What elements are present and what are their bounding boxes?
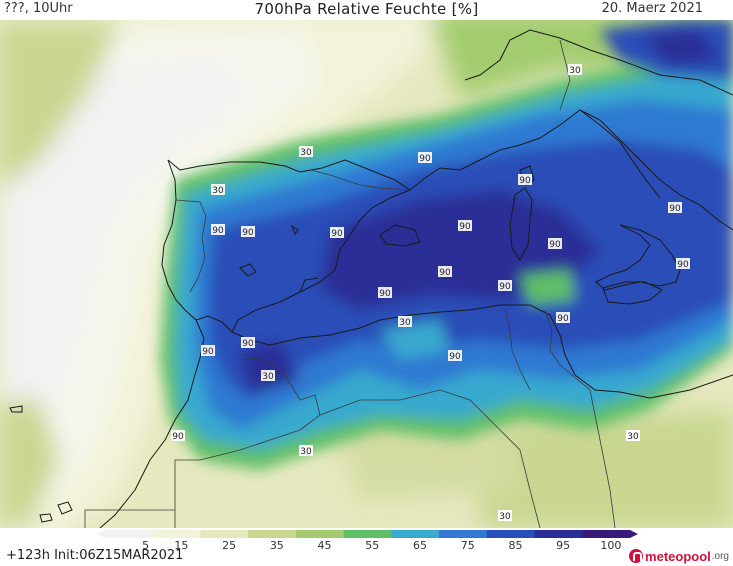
legend-swatch	[248, 530, 297, 538]
svg-text:90: 90	[439, 268, 451, 278]
svg-text:30: 30	[499, 512, 511, 522]
svg-text:90: 90	[242, 339, 254, 349]
forecast-time-label: ???, 10Uhr	[4, 1, 73, 16]
contour-label: 30	[568, 64, 582, 76]
humidity-color-legend: 5 15 25 35 45 55 65 75 85 95 100	[97, 530, 638, 550]
contour-label: 90	[498, 280, 512, 292]
svg-text:90: 90	[669, 204, 681, 214]
svg-text:90: 90	[242, 228, 254, 238]
svg-text:90: 90	[172, 432, 184, 442]
legend-label: 65	[413, 539, 427, 550]
contour-label: 90	[378, 287, 392, 299]
legend-swatch	[343, 530, 392, 538]
contour-label: 30	[398, 316, 412, 328]
legend-label: 75	[461, 539, 475, 550]
contour-label: 30	[211, 184, 225, 196]
legend-label: 35	[270, 539, 284, 550]
legend-label: 15	[174, 539, 188, 550]
svg-text:90: 90	[202, 347, 214, 357]
contour-label: 30	[261, 370, 275, 382]
svg-text:90: 90	[212, 226, 224, 236]
contour-label: 90	[241, 226, 255, 238]
contour-label: 90	[448, 350, 462, 362]
svg-text:90: 90	[449, 352, 461, 362]
svg-text:30: 30	[212, 186, 224, 196]
legend-swatch	[391, 530, 440, 538]
map-footer: 5 15 25 35 45 55 65 75 85 95 100 +123h Init:06Z15M…	[0, 528, 733, 566]
legend-label: 100	[600, 539, 621, 550]
svg-text:30: 30	[300, 148, 312, 158]
logo-text: meteopool	[645, 548, 711, 564]
svg-text:90: 90	[519, 176, 531, 186]
legend-label: 45	[318, 539, 332, 550]
legend-swatch	[486, 530, 536, 538]
contour-label: 90	[438, 266, 452, 278]
border-lines	[84, 39, 616, 528]
humidity-map: 30 30 90 30 90 90 90 90 90 90 90 90 90 90 90 90 90 90 30 30…	[0, 20, 733, 528]
svg-text:30: 30	[569, 66, 581, 76]
contour-label: 30	[498, 510, 512, 522]
svg-text:90: 90	[557, 314, 569, 324]
contour-label: 90	[241, 337, 255, 349]
svg-text:30: 30	[399, 318, 411, 328]
contour-label: 30	[626, 430, 640, 442]
contour-label: 90	[171, 430, 185, 442]
contour-label: 90	[556, 312, 570, 324]
svg-text:90: 90	[549, 240, 561, 250]
contour-label: 90	[330, 227, 344, 239]
contour-label: 90	[548, 238, 562, 250]
contour-label: 90	[211, 224, 225, 236]
svg-text:90: 90	[677, 260, 689, 270]
legend-label: 5	[142, 539, 149, 550]
legend-swatch	[582, 530, 631, 538]
map-title: 700hPa Relative Feuchte [%]	[254, 0, 479, 18]
legend-label: 55	[365, 539, 379, 550]
legend-arrow	[97, 530, 105, 538]
legend-swatch	[152, 530, 201, 538]
legend-swatch	[295, 530, 345, 538]
svg-text:90: 90	[419, 154, 431, 164]
contour-label: 90	[676, 258, 690, 270]
svg-text:30: 30	[627, 432, 639, 442]
legend-label: 85	[508, 539, 522, 550]
legend-swatch	[200, 530, 249, 538]
svg-text:90: 90	[459, 222, 471, 232]
svg-text:90: 90	[499, 282, 511, 292]
humidity-field	[0, 20, 733, 528]
model-run-info: +123h Init:06Z15MAR2021	[6, 548, 184, 563]
svg-text:30: 30	[262, 372, 274, 382]
svg-text:30: 30	[300, 447, 312, 457]
svg-text:90: 90	[379, 289, 391, 299]
legend-arrow	[630, 530, 638, 538]
legend-swatch	[105, 530, 154, 538]
legend-label: 25	[222, 539, 236, 550]
contour-label: 90	[418, 152, 432, 164]
meteopool-logo[interactable]: meteopool .org	[629, 546, 729, 566]
contour-label: 90	[518, 174, 532, 186]
svg-text:90: 90	[331, 229, 343, 239]
contour-label: 90	[458, 220, 472, 232]
contour-label: 30	[299, 445, 313, 457]
logo-tld: .org	[711, 550, 729, 562]
meteopool-logo-icon	[629, 549, 644, 563]
contour-labels: 30 30 90 30 90 90 90 90 90 90 90 90 90 90 90 90 90 90 30 30…	[171, 64, 690, 522]
legend-swatch	[439, 530, 488, 538]
forecast-date: 20. Maerz 2021	[601, 1, 703, 16]
legend-label: 95	[556, 539, 570, 550]
contour-label: 90	[668, 202, 682, 214]
contour-label: 90	[201, 345, 215, 357]
contour-label: 30	[299, 146, 313, 158]
map-header: ???, 10Uhr 700hPa Relative Feuchte [%] 2…	[0, 0, 733, 20]
legend-swatch	[534, 530, 583, 538]
